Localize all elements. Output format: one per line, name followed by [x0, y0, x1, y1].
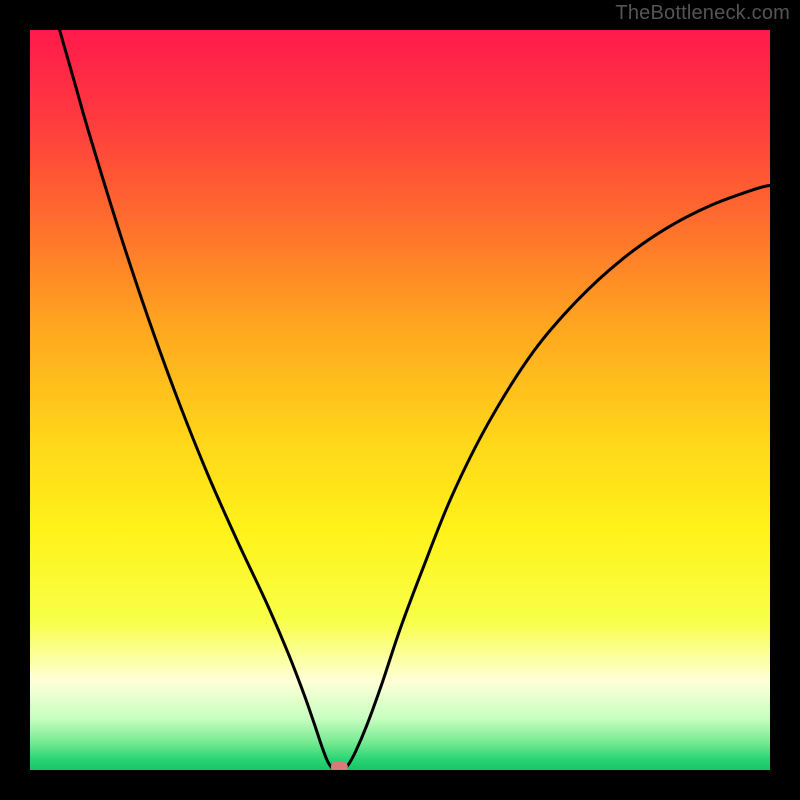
- plot-area: [30, 30, 770, 770]
- chart-frame: TheBottleneck.com: [0, 0, 800, 800]
- plot-svg: [30, 30, 770, 770]
- watermark-text: TheBottleneck.com: [615, 2, 790, 25]
- optimum-marker: [331, 761, 347, 770]
- gradient-background: [30, 30, 770, 770]
